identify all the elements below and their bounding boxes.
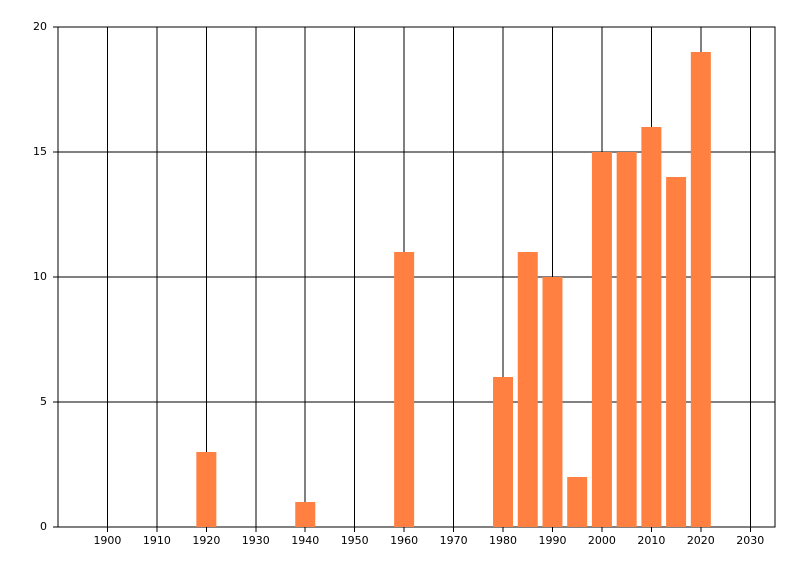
x-tick-label: 2020 [687, 534, 715, 547]
y-tick-label: 20 [33, 20, 47, 33]
x-tick-label: 2000 [588, 534, 616, 547]
x-tick-label: 2030 [736, 534, 764, 547]
x-tick-label: 1940 [291, 534, 319, 547]
bar [517, 252, 538, 527]
x-tick-label: 2010 [637, 534, 665, 547]
x-tick-label: 1920 [192, 534, 220, 547]
y-tick-label: 5 [40, 395, 47, 408]
x-tick-label: 1970 [440, 534, 468, 547]
x-tick-label: 1900 [93, 534, 121, 547]
x-tick-label: 1950 [341, 534, 369, 547]
bar [542, 277, 563, 527]
bar [295, 502, 316, 527]
bar [567, 477, 588, 527]
bar [196, 452, 217, 527]
x-tick-label: 1980 [489, 534, 517, 547]
y-tick-label: 10 [33, 270, 47, 283]
x-tick-label: 1960 [390, 534, 418, 547]
bar [394, 252, 415, 527]
x-tick-label: 1910 [143, 534, 171, 547]
bar [591, 152, 612, 527]
bar [690, 52, 711, 527]
bar [616, 152, 637, 527]
bar [641, 127, 662, 527]
x-tick-label: 1990 [538, 534, 566, 547]
bar [666, 177, 687, 527]
y-tick-label: 0 [40, 520, 47, 533]
plot-border [57, 26, 776, 528]
y-tick-label: 15 [33, 145, 47, 158]
bar [493, 377, 514, 527]
x-tick-label: 1930 [242, 534, 270, 547]
